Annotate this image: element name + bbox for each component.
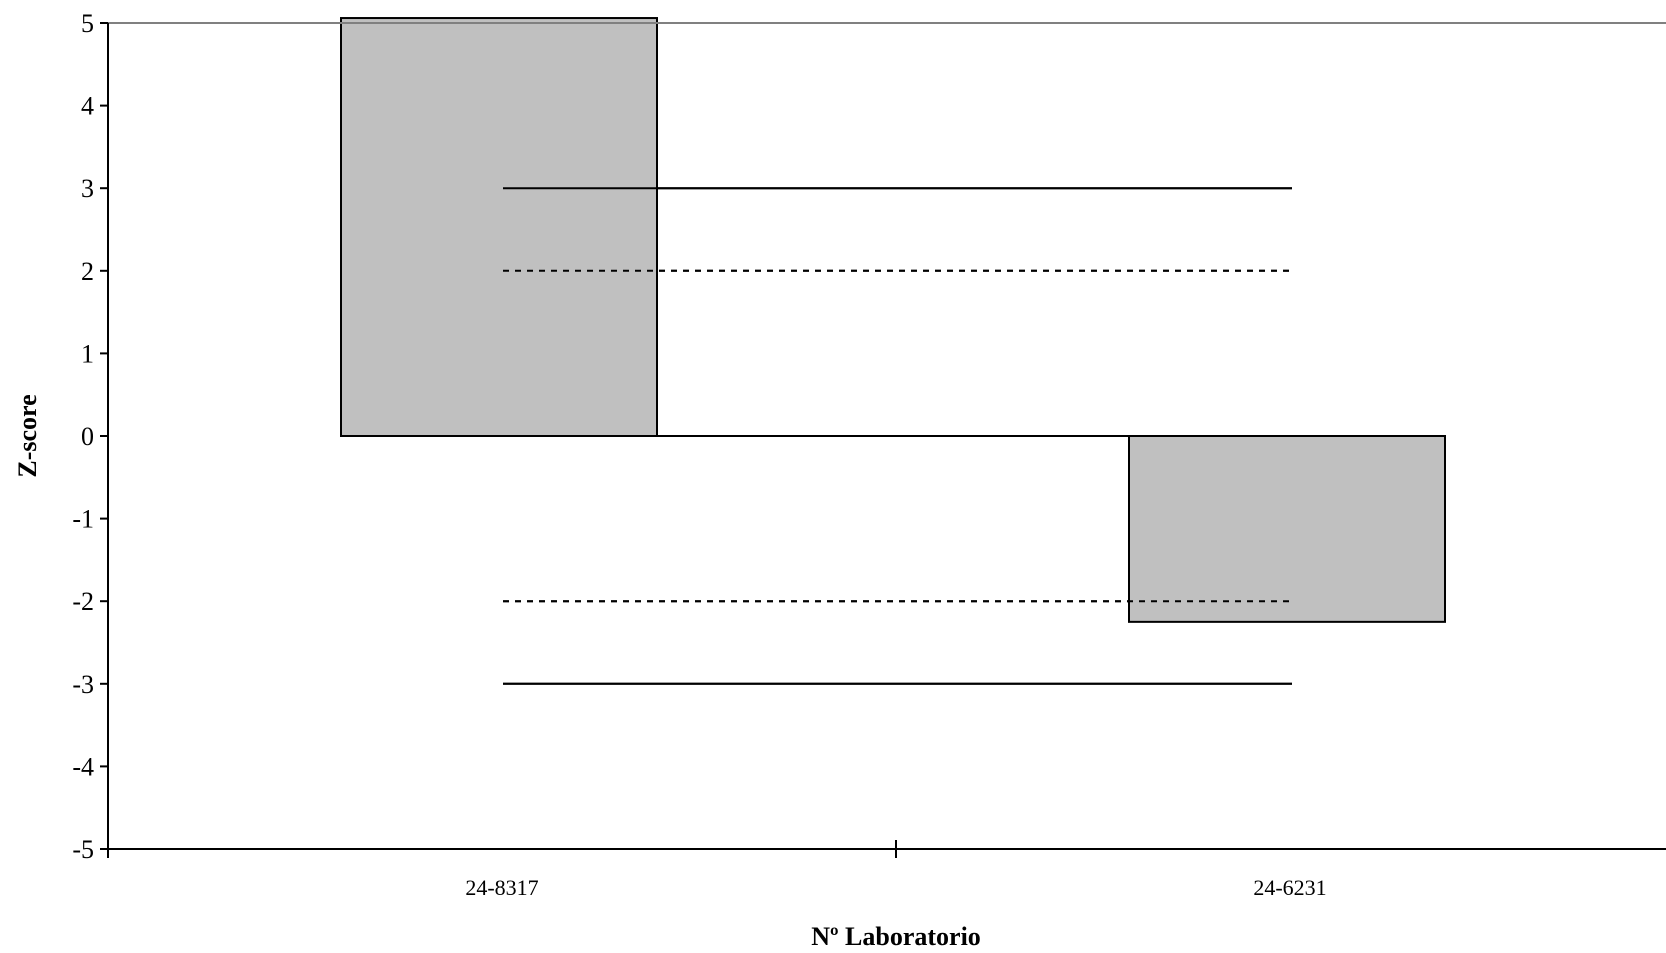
y-axis-title: Z-score [13, 394, 42, 477]
bar [1128, 435, 1446, 623]
y-axis-ticks: 5 4 3 2 1 0 -1 -2 -3 -4 -5 [72, 9, 108, 864]
y-tick-label: -5 [72, 835, 94, 864]
x-category-label: 24-8317 [465, 875, 538, 900]
bars [340, 17, 1446, 685]
y-tick-label: -2 [72, 587, 94, 616]
y-tick-label: -4 [72, 752, 94, 781]
y-tick-label: 4 [81, 92, 94, 121]
y-tick-label: 3 [81, 174, 94, 203]
y-tick-label: 2 [81, 257, 94, 286]
x-category-label: 24-6231 [1253, 875, 1326, 900]
y-tick-label: 1 [81, 339, 94, 368]
bar [340, 17, 658, 437]
y-tick-label: 0 [81, 422, 94, 451]
y-tick-label: -3 [72, 670, 94, 699]
x-axis-title: Nº Laboratorio [811, 922, 981, 951]
y-tick-label: 5 [81, 9, 94, 38]
x-axis-ticks: 24-8317 24-6231 [107, 840, 1327, 900]
y-tick-label: -1 [72, 505, 94, 534]
